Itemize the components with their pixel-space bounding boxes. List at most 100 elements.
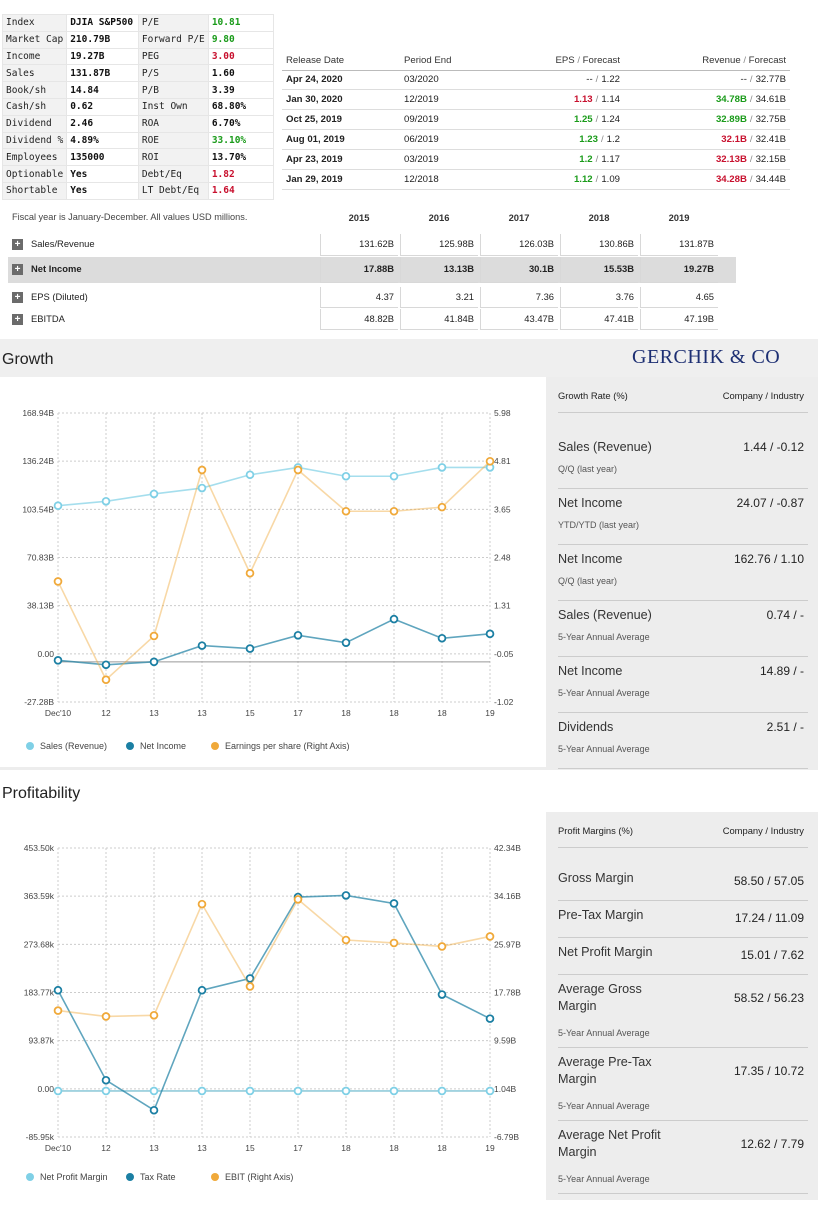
data-point[interactable]	[197, 465, 207, 475]
data-point[interactable]	[53, 985, 63, 995]
data-point[interactable]	[53, 1086, 63, 1096]
expand-icon[interactable]: +	[12, 314, 23, 325]
series-line	[57, 618, 491, 666]
financial-row-label[interactable]: + Net Income	[12, 263, 82, 275]
x-tick-label: 13	[149, 708, 159, 718]
data-point[interactable]	[341, 638, 351, 647]
separator: /	[749, 74, 753, 86]
expand-icon[interactable]: +	[12, 239, 23, 250]
stat-value: 9.80	[207, 30, 275, 49]
data-point[interactable]	[437, 633, 447, 643]
data-point[interactable]	[101, 1012, 111, 1021]
financial-value: 30.1B	[480, 257, 558, 283]
data-point[interactable]	[245, 644, 255, 653]
profitability-title: Profitability	[2, 785, 81, 802]
data-point[interactable]	[389, 614, 399, 624]
data-point[interactable]	[101, 496, 111, 506]
financial-row[interactable]: + Net Income 17.88B 13.13B 30.1B 15.53B 19.27B	[8, 257, 736, 283]
data-point[interactable]	[389, 938, 399, 948]
data-point[interactable]	[149, 1010, 159, 1020]
x-tick-label: Dec'10	[45, 1143, 71, 1153]
data-point[interactable]	[197, 483, 207, 493]
metric-name: Dividends	[558, 720, 614, 734]
data-point[interactable]	[389, 899, 399, 908]
data-point[interactable]	[101, 1075, 111, 1085]
data-point[interactable]	[485, 932, 495, 941]
data-point[interactable]	[485, 1014, 495, 1023]
separator: /	[600, 134, 604, 146]
legend-label: Net Profit Margin	[40, 1172, 108, 1182]
expand-icon[interactable]: +	[12, 264, 23, 275]
data-point[interactable]	[485, 457, 495, 466]
stats-row: Market Cap 210.79B Forward P/E 9.80	[1, 30, 275, 49]
metric-row: Net Income 24.07 / -0.87 YTD/YTD (last yea…	[558, 489, 808, 545]
data-point[interactable]	[197, 899, 207, 909]
period-end: 03/2019	[400, 149, 518, 170]
data-point[interactable]	[53, 1006, 63, 1015]
data-point[interactable]	[293, 895, 303, 904]
data-point[interactable]	[437, 942, 447, 951]
expand-icon[interactable]: +	[12, 292, 23, 303]
data-point[interactable]	[101, 675, 111, 685]
data-point[interactable]	[245, 470, 255, 480]
data-point[interactable]	[437, 502, 447, 512]
data-point[interactable]	[245, 982, 255, 991]
financial-value: 4.37	[320, 287, 398, 308]
left-tick-label: 93.87k	[28, 1036, 54, 1046]
data-point[interactable]	[341, 1086, 351, 1096]
financial-value: 131.87B	[640, 234, 718, 256]
data-point[interactable]	[341, 506, 351, 516]
data-point[interactable]	[293, 1086, 303, 1096]
financial-row[interactable]: + EPS (Diluted) 4.37 3.21 7.36 3.76 4.65	[8, 287, 736, 308]
data-point[interactable]	[245, 974, 255, 983]
financial-value: 43.47B	[480, 309, 558, 330]
data-point[interactable]	[437, 463, 447, 472]
financial-row-label[interactable]: + Sales/Revenue	[12, 238, 95, 250]
data-point[interactable]	[149, 631, 159, 641]
data-point[interactable]	[389, 506, 399, 516]
data-point[interactable]	[53, 501, 63, 511]
data-point[interactable]	[197, 1086, 207, 1096]
data-point[interactable]	[437, 990, 447, 999]
financial-label: EBITDA	[31, 313, 65, 324]
data-point[interactable]	[437, 1086, 447, 1096]
data-point[interactable]	[197, 985, 207, 995]
stat-label: Shortable	[1, 181, 68, 200]
data-point[interactable]	[341, 935, 351, 945]
data-point[interactable]	[293, 631, 303, 640]
financial-value: 48.82B	[320, 309, 398, 330]
x-tick-label: 13	[149, 1143, 159, 1153]
financial-row-label[interactable]: + EPS (Diluted)	[12, 291, 88, 303]
data-point[interactable]	[293, 465, 303, 475]
data-point[interactable]	[149, 1086, 159, 1096]
data-point[interactable]	[389, 1086, 399, 1096]
data-point[interactable]	[245, 1086, 255, 1096]
stats-row: Employees 135000 ROI 13.70%	[1, 148, 275, 167]
financial-value: 47.19B	[640, 309, 718, 330]
data-point[interactable]	[341, 891, 351, 900]
data-point[interactable]	[53, 656, 63, 665]
data-point[interactable]	[245, 568, 255, 578]
data-point[interactable]	[389, 471, 399, 481]
metric-value: 58.50 / 57.05	[733, 874, 804, 888]
data-point[interactable]	[149, 1105, 159, 1115]
data-point[interactable]	[341, 471, 351, 481]
financial-row[interactable]: + EBITDA 48.82B 41.84B 43.47B 47.41B 47.19B	[8, 309, 736, 330]
profit-margins-panel: Profit Margins (%) Company / Industry Gros…	[546, 812, 818, 1200]
financial-row-label[interactable]: + EBITDA	[12, 313, 65, 325]
data-point[interactable]	[101, 660, 111, 670]
data-point[interactable]	[101, 1086, 111, 1096]
data-point[interactable]	[485, 1086, 495, 1096]
data-point[interactable]	[149, 657, 159, 667]
data-point[interactable]	[53, 577, 63, 586]
eps-actual: 1.12	[573, 173, 593, 185]
stat-value: 3.00	[207, 47, 275, 66]
data-point[interactable]	[485, 629, 495, 639]
separator: /	[749, 154, 753, 165]
financial-row[interactable]: + Sales/Revenue 131.62B 125.98B 126.03B 130.8…	[8, 234, 736, 256]
data-point[interactable]	[197, 641, 207, 650]
stat-value: 1.82	[207, 165, 275, 183]
data-point[interactable]	[149, 489, 159, 499]
eps-cell: 1.2/1.17	[518, 149, 628, 170]
left-tick-label: 103.54B	[22, 504, 54, 514]
